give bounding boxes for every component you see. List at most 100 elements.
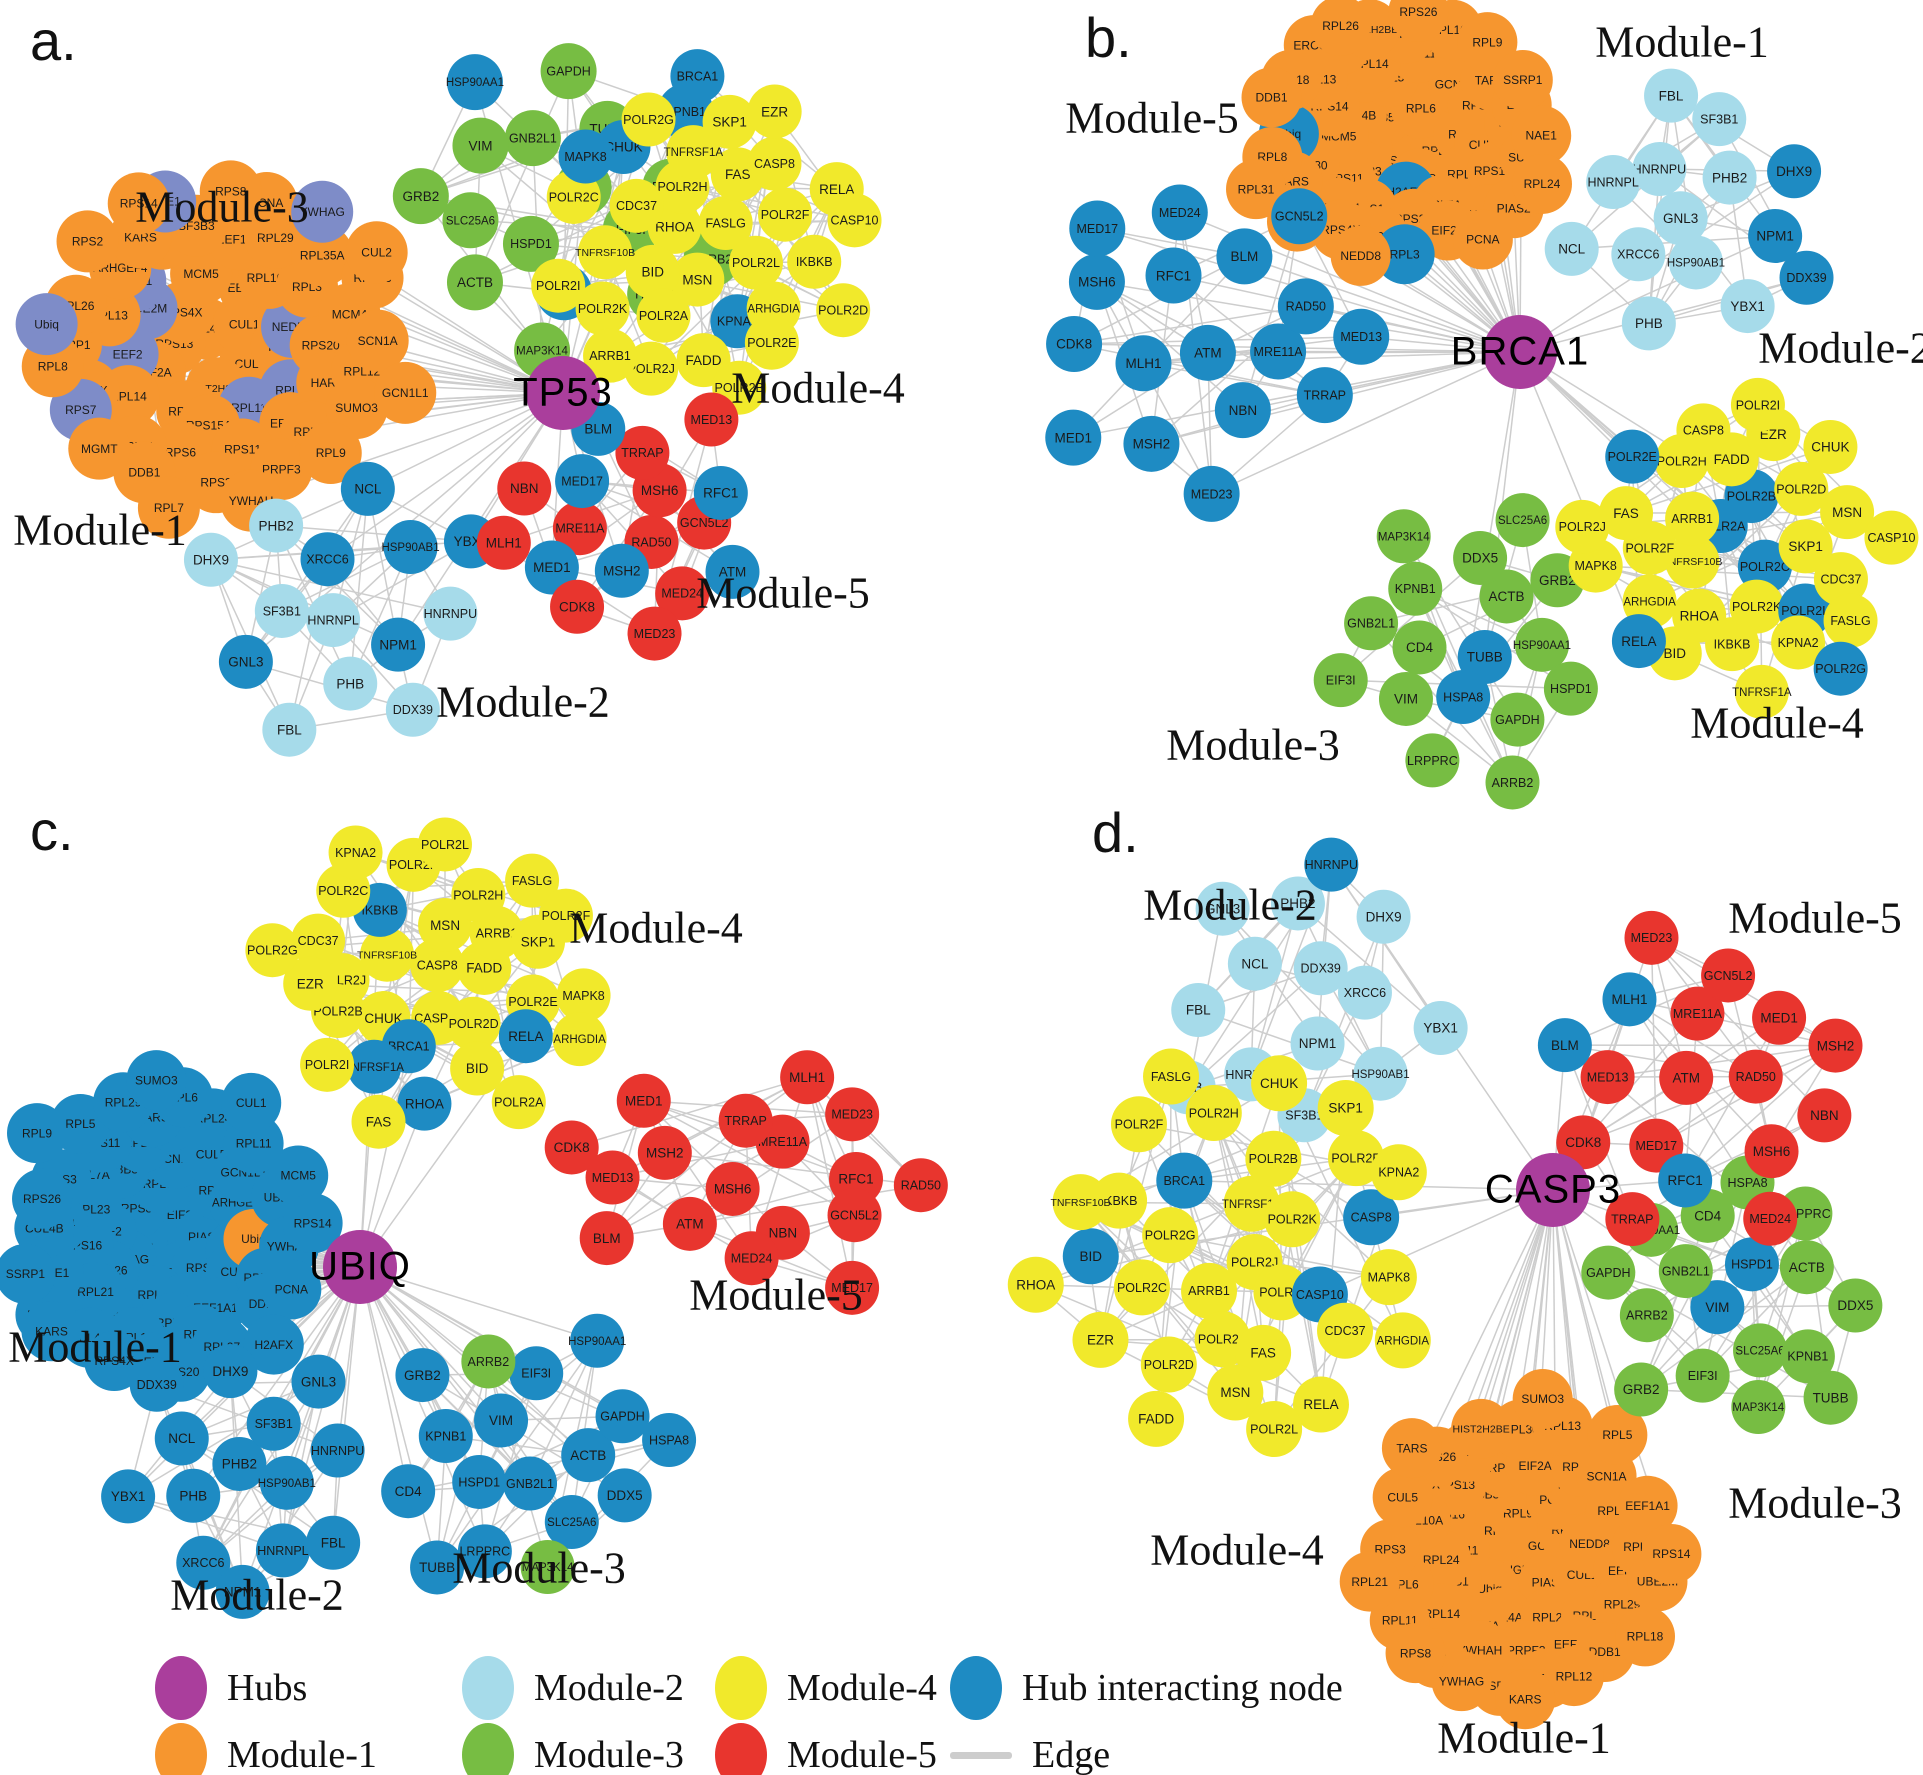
node-POLR2B <box>1245 1130 1302 1187</box>
node-label: FASLG <box>512 874 552 888</box>
node-DHX9 <box>1767 144 1822 199</box>
node-KPNB1 <box>1388 561 1443 616</box>
node-EEF1A1 <box>1617 1475 1678 1536</box>
node-RFC1 <box>693 465 748 520</box>
node-MED1 <box>616 1073 671 1128</box>
node-label: POLR2I <box>305 1058 349 1072</box>
panel-c-module-3-label: Module-3 <box>452 1543 626 1593</box>
node-label: ARRB1 <box>476 926 518 940</box>
node-label: KARS <box>124 231 157 245</box>
node-FBL <box>1644 68 1699 123</box>
node-label: DHX9 <box>193 553 229 568</box>
node-label: MED1 <box>533 560 571 575</box>
node-NPM1 <box>1748 208 1803 263</box>
node-GNB2L1 <box>503 1456 558 1511</box>
edge <box>354 852 475 1025</box>
node-RPS14 <box>107 172 170 235</box>
node-label: NBN <box>1810 1108 1839 1123</box>
panel-d: ARHGEF4RPS20GCN1L1UbiqRPL9PIAS2RPS11RPS7… <box>1007 837 1883 1730</box>
node-DDB1 <box>1241 67 1302 128</box>
node-POLR2E <box>744 315 799 370</box>
node-label: POLR2A <box>1198 1333 1248 1347</box>
hub-edge <box>332 1266 361 1543</box>
node-RPS14 <box>282 1193 343 1254</box>
node-XRCC6 <box>300 532 355 587</box>
node-label: PHB2 <box>1280 896 1315 911</box>
node-label: RPS14 <box>120 197 158 211</box>
node-label: VIM <box>468 138 492 153</box>
node-label: XRCC6 <box>306 553 348 567</box>
node-NBN <box>497 461 552 516</box>
node-label: RPS4X <box>94 1354 133 1368</box>
node-SLC25A6 <box>1495 493 1550 548</box>
panel-b-module-2: GNL3 PHB2 HSP90AB1 HNRNPU NPM1 XRCC6 SF3B1 YBX1… <box>1544 68 1834 351</box>
hub-node-CASP3 <box>1516 1153 1590 1227</box>
node-HSP90AA1 <box>1514 617 1569 672</box>
node-label: HNRNPL <box>1587 175 1638 189</box>
node-label: RPL14 <box>110 389 147 403</box>
node-label: FASLG <box>706 216 746 230</box>
node-label: HNRNPU <box>1305 858 1358 872</box>
node-label: PHB <box>1635 316 1663 331</box>
panel-a-nodes: CUL4BCUL5RPS13CUL1HIST2H2BERPS4XTARSEIF2… <box>15 43 882 757</box>
node-label: PRPF3 <box>262 462 301 476</box>
edge <box>643 1100 855 1216</box>
node-label: POLR2F <box>1625 541 1674 555</box>
node-label: EZR <box>297 976 324 991</box>
node-label: GCN5L2 <box>830 1209 879 1223</box>
node-SLC25A6 <box>1733 1323 1788 1378</box>
node-PHB <box>323 656 378 711</box>
node-label: PHB2 <box>258 518 293 533</box>
node-label: POLR2D <box>818 304 868 318</box>
node-YBX1 <box>101 1469 156 1524</box>
node-POLR2G <box>1813 641 1868 696</box>
node-label: RPL31 <box>1238 182 1275 196</box>
node-label: FAS <box>1613 506 1639 521</box>
node-TUBB <box>1803 1370 1858 1425</box>
node-label: YBX1 <box>111 1489 146 1504</box>
node-label: POLR2B <box>715 381 764 395</box>
node-HSP90AA1 <box>570 1313 625 1368</box>
node-label: MLH1 <box>789 1070 825 1085</box>
node-label: POLR2I <box>536 279 580 293</box>
node-YBX1 <box>1720 279 1775 334</box>
node-DHX9 <box>1356 889 1411 944</box>
node-ARRB2 <box>461 1334 516 1389</box>
node-MED13 <box>1580 1050 1635 1105</box>
node-label: POLR2I <box>1736 398 1780 412</box>
node-label: MSH2 <box>1817 1038 1855 1053</box>
node-label: CDC37 <box>616 199 657 213</box>
edge <box>1303 916 1385 1116</box>
node-label: FBL <box>1186 1003 1211 1018</box>
node-label: GNL3 <box>1205 901 1240 916</box>
node-GAPDH <box>1581 1245 1636 1300</box>
node-TNFRSF1A <box>666 125 721 180</box>
node-label: POLR2C <box>549 190 599 204</box>
hub-edge <box>1519 235 1776 353</box>
node-GRB2 <box>395 1348 450 1403</box>
node-POLR2L <box>728 235 783 290</box>
node-label: ARRB1 <box>1188 1284 1230 1298</box>
node-label: HSP90AB1 <box>1351 1069 1409 1081</box>
node-label: DDX39 <box>393 703 433 717</box>
node-POLR2E <box>1605 429 1660 484</box>
node-label: HNRNPL <box>257 1544 308 1558</box>
node-label: POLR2A <box>494 1096 544 1110</box>
node-label: CD4 <box>1406 640 1433 655</box>
legend-item-hubs: Hubs <box>155 1655 307 1721</box>
node-label: NEDD8 <box>1569 1537 1610 1551</box>
panel-c-letter: c. <box>30 799 74 862</box>
node-label: H2AFX <box>254 1338 293 1352</box>
node-CDC37 <box>291 913 346 968</box>
node-DDX5 <box>1453 530 1508 585</box>
node-MLH1 <box>476 515 531 570</box>
node-label: NBN <box>510 481 539 496</box>
node-RPL35A <box>291 224 354 287</box>
node-label: RPL11 <box>231 401 267 415</box>
node-KPNA2 <box>1771 615 1826 670</box>
node-POLR2G <box>621 92 676 147</box>
node-label: RPL5 <box>1602 1428 1632 1442</box>
hub-edge <box>327 392 564 560</box>
node-POLR2L <box>417 817 472 872</box>
node-label: BRCA1 <box>677 70 719 84</box>
